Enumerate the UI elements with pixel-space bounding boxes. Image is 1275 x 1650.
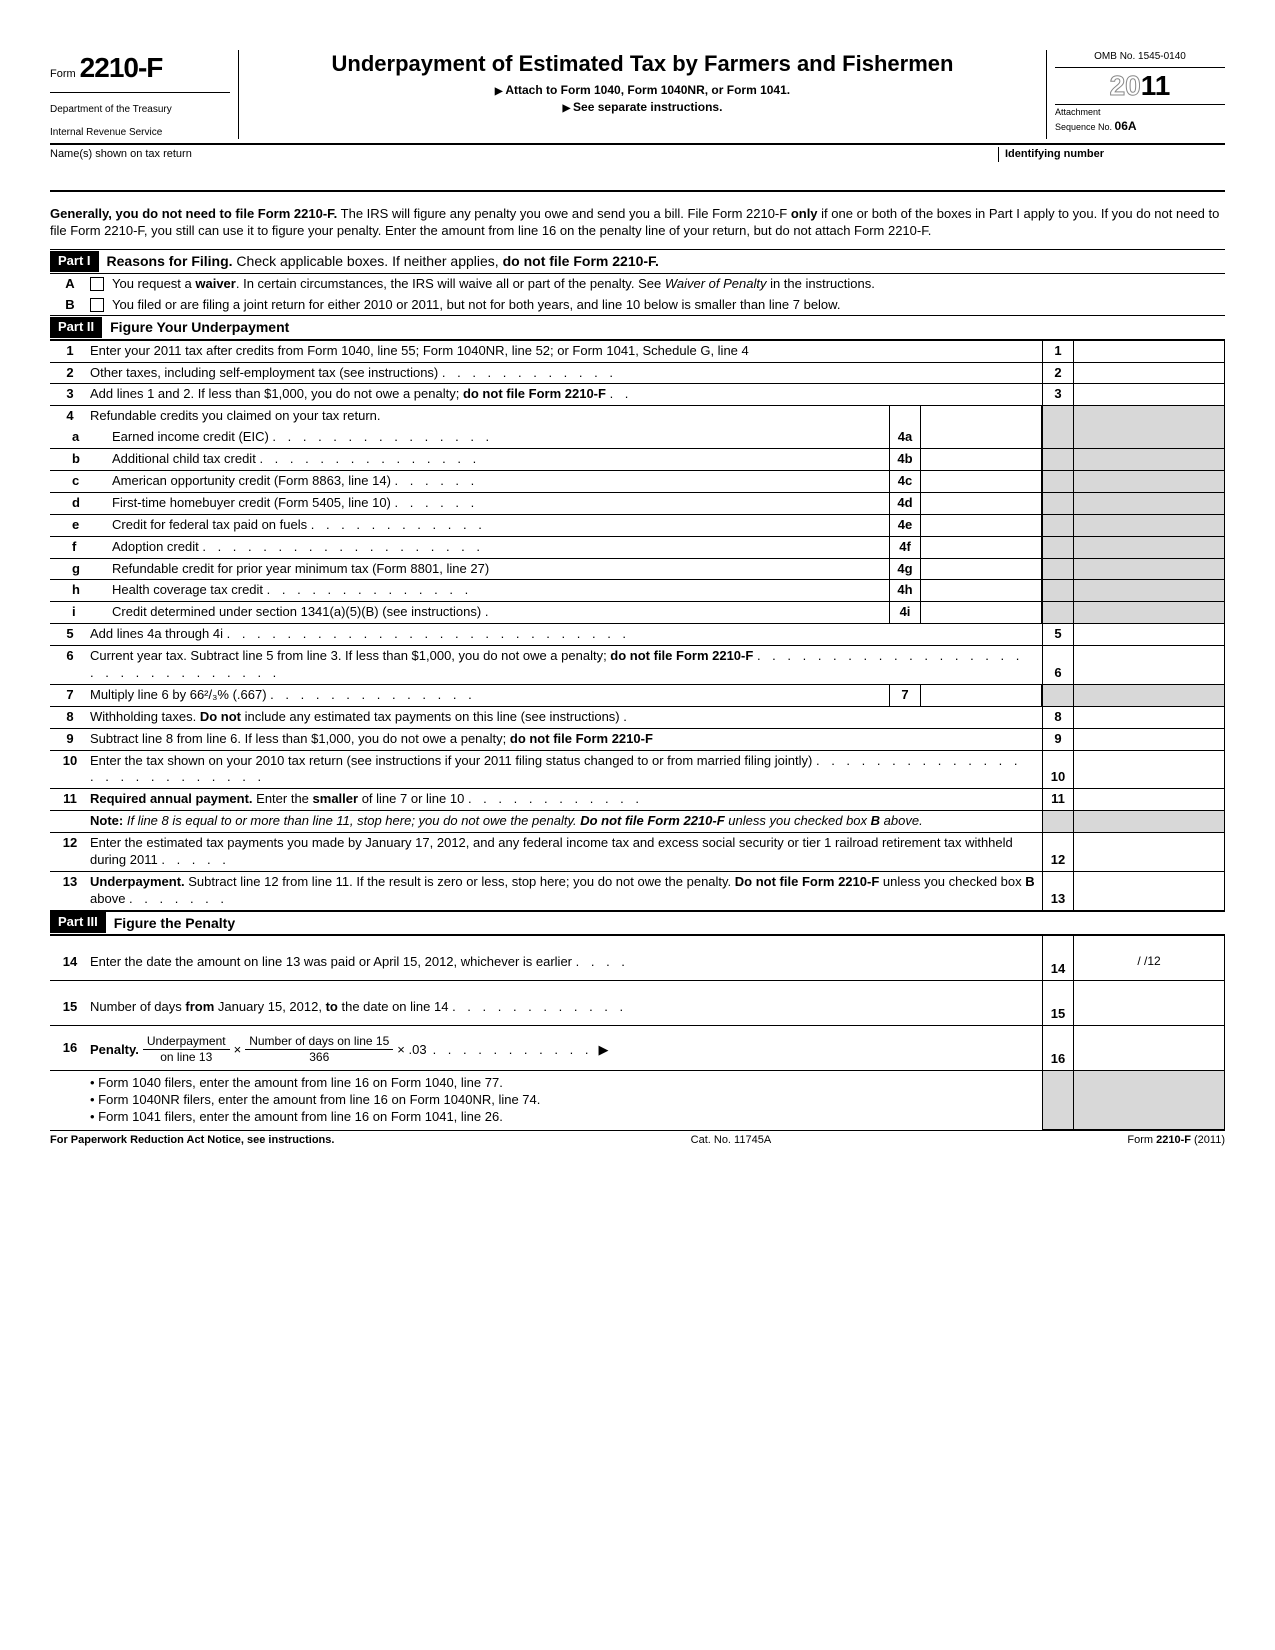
filer-bullets: Form 1040 filers, enter the amount from … <box>50 1071 1225 1130</box>
amount-4e[interactable] <box>921 515 1042 536</box>
part3-bar: Part III Figure the Penalty <box>50 911 1225 935</box>
checkbox-b[interactable] <box>90 298 104 312</box>
line-11: 11 Required annual payment. Enter the sm… <box>50 789 1225 811</box>
amount-4d[interactable] <box>921 493 1042 514</box>
part2-label: Part II <box>50 317 102 338</box>
line-12: 12 Enter the estimated tax payments you … <box>50 833 1225 872</box>
line-16: 16 Penalty. Underpaymenton line 13 × Num… <box>50 1026 1225 1071</box>
part3-title: Figure the Penalty <box>106 912 243 934</box>
line-14: 14 Enter the date the amount on line 13 … <box>50 936 1225 981</box>
amount-4i[interactable] <box>921 602 1042 623</box>
line-4d: d First-time homebuyer credit (Form 5405… <box>50 493 1225 515</box>
line-9: 9 Subtract line 8 from line 6. If less t… <box>50 729 1225 751</box>
id-number-label: Identifying number <box>998 147 1225 161</box>
line-a-label: A <box>50 276 90 293</box>
amount-9[interactable] <box>1074 729 1225 750</box>
part3-label: Part III <box>50 912 106 933</box>
footer-center: Cat. No. 11745A <box>691 1133 772 1147</box>
line-4i: i Credit determined under section 1341(a… <box>50 602 1225 624</box>
line-3: 3 Add lines 1 and 2. If less than $1,000… <box>50 384 1225 406</box>
part1-label: Part I <box>50 251 99 272</box>
line-7: 7 Multiply line 6 by 66²/₃% (.667) . . .… <box>50 685 1225 707</box>
footer-right: Form 2210-F (2011) <box>1127 1133 1225 1147</box>
page-footer: For Paperwork Reduction Act Notice, see … <box>50 1130 1225 1147</box>
amount-7[interactable] <box>921 685 1042 706</box>
line-15: 15 Number of days from January 15, 2012,… <box>50 981 1225 1026</box>
amount-3[interactable] <box>1074 384 1225 405</box>
line-4g: g Refundable credit for prior year minim… <box>50 559 1225 581</box>
amount-10[interactable] <box>1074 751 1225 789</box>
part2-table: 1 Enter your 2011 tax after credits from… <box>50 340 1225 911</box>
form-word: Form <box>50 67 76 81</box>
amount-4a[interactable] <box>921 427 1042 448</box>
line-4a: a Earned income credit (EIC) . . . . . .… <box>50 427 1225 449</box>
header-left: Form 2210-F Department of the Treasury I… <box>50 50 239 139</box>
part1-title: Reasons for Filing. Check applicable box… <box>99 250 667 272</box>
amount-4f[interactable] <box>921 537 1042 558</box>
line-b-text: You filed or are filing a joint return f… <box>112 297 1225 314</box>
amount-6[interactable] <box>1074 646 1225 684</box>
form-title: Underpayment of Estimated Tax by Farmers… <box>249 50 1036 79</box>
line-4f: f Adoption credit . . . . . . . . . . . … <box>50 537 1225 559</box>
amount-11[interactable] <box>1074 789 1225 810</box>
see-instruction: See separate instructions. <box>249 100 1036 116</box>
amount-12[interactable] <box>1074 833 1225 871</box>
footer-left: For Paperwork Reduction Act Notice, see … <box>50 1133 334 1147</box>
attachment-seq: Attachment Sequence No. 06A <box>1055 104 1225 134</box>
line-b-label: B <box>50 297 90 314</box>
part2-title: Figure Your Underpayment <box>102 316 297 338</box>
amount-14[interactable]: / /12 <box>1074 936 1225 980</box>
amount-5[interactable] <box>1074 624 1225 645</box>
line-4h: h Health coverage tax credit . . . . . .… <box>50 580 1225 602</box>
line-13: 13 Underpayment. Subtract line 12 from l… <box>50 872 1225 911</box>
amount-4b[interactable] <box>921 449 1042 470</box>
line-4: 4 Refundable credits you claimed on your… <box>50 406 1225 427</box>
line-4c: c American opportunity credit (Form 8863… <box>50 471 1225 493</box>
line-10: 10 Enter the tax shown on your 2010 tax … <box>50 751 1225 790</box>
line-6: 6 Current year tax. Subtract line 5 from… <box>50 646 1225 685</box>
line-4e: e Credit for federal tax paid on fuels .… <box>50 515 1225 537</box>
amount-4g[interactable] <box>921 559 1042 580</box>
intro-text: Generally, you do not need to file Form … <box>50 206 1225 240</box>
header-center: Underpayment of Estimated Tax by Farmers… <box>239 50 1046 139</box>
tax-year: 2011 <box>1055 68 1225 104</box>
part2-bar: Part II Figure Your Underpayment <box>50 315 1225 339</box>
name-label: Name(s) shown on tax return <box>50 147 998 161</box>
dept-treasury: Department of the Treasury <box>50 103 230 116</box>
amount-15[interactable] <box>1074 981 1225 1025</box>
amount-4h[interactable] <box>921 580 1042 601</box>
name-row: Name(s) shown on tax return Identifying … <box>50 145 1225 191</box>
line-5: 5 Add lines 4a through 4i . . . . . . . … <box>50 624 1225 646</box>
amount-8[interactable] <box>1074 707 1225 728</box>
amount-4c[interactable] <box>921 471 1042 492</box>
amount-13[interactable] <box>1074 872 1225 910</box>
form-number: 2210-F <box>80 50 163 86</box>
line-8: 8 Withholding taxes. Do not include any … <box>50 707 1225 729</box>
dept-irs: Internal Revenue Service <box>50 126 230 139</box>
line-1: 1 Enter your 2011 tax after credits from… <box>50 341 1225 363</box>
amount-1[interactable] <box>1074 341 1225 362</box>
line-11-note: Note: If line 8 is equal to or more than… <box>50 811 1225 833</box>
line-a-row: A You request a waiver. In certain circu… <box>50 274 1225 295</box>
part3-table: 14 Enter the date the amount on line 13 … <box>50 935 1225 1130</box>
part1-bar: Part I Reasons for Filing. Check applica… <box>50 249 1225 273</box>
form-header: Form 2210-F Department of the Treasury I… <box>50 50 1225 145</box>
line-2: 2 Other taxes, including self-employment… <box>50 363 1225 385</box>
attach-instruction: Attach to Form 1040, Form 1040NR, or For… <box>249 83 1036 99</box>
header-right: OMB No. 1545-0140 2011 Attachment Sequen… <box>1046 50 1225 139</box>
checkbox-a[interactable] <box>90 277 104 291</box>
line-4b: b Additional child tax credit . . . . . … <box>50 449 1225 471</box>
line-a-text: You request a waiver. In certain circums… <box>112 276 1225 293</box>
amount-2[interactable] <box>1074 363 1225 384</box>
amount-16[interactable] <box>1074 1026 1225 1070</box>
omb-number: OMB No. 1545-0140 <box>1055 50 1225 68</box>
line-b-row: B You filed or are filing a joint return… <box>50 295 1225 316</box>
